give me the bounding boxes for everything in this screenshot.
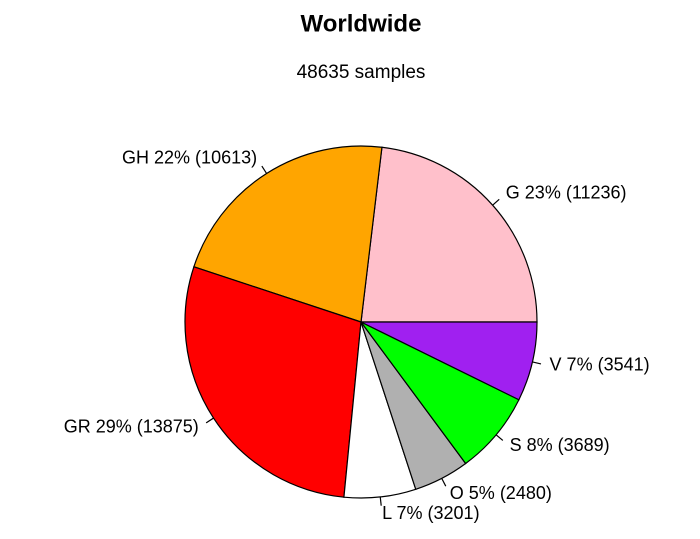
chart-title: Worldwide	[301, 10, 422, 37]
label-leader	[379, 496, 382, 506]
pie-slice	[360, 146, 538, 323]
slice-label: G 23% (11236)	[506, 182, 627, 202]
label-leader	[261, 165, 268, 174]
chart-subtitle: 48635 samples	[297, 62, 426, 83]
slice-label: S 8% (3689)	[510, 435, 610, 455]
pie-slice	[184, 266, 362, 498]
slice-label: GH 22% (10613)	[122, 147, 257, 167]
slice-label: GR 29% (13875)	[64, 416, 199, 436]
label-leader	[441, 478, 447, 487]
slice-label: L 7% (3201)	[382, 503, 479, 523]
slice-label: O 5% (2480)	[450, 483, 552, 503]
label-leader	[495, 434, 504, 441]
label-leader	[492, 198, 500, 206]
label-leader	[205, 417, 214, 424]
label-leader	[532, 361, 542, 365]
slice-label: V 7% (3541)	[550, 355, 650, 375]
